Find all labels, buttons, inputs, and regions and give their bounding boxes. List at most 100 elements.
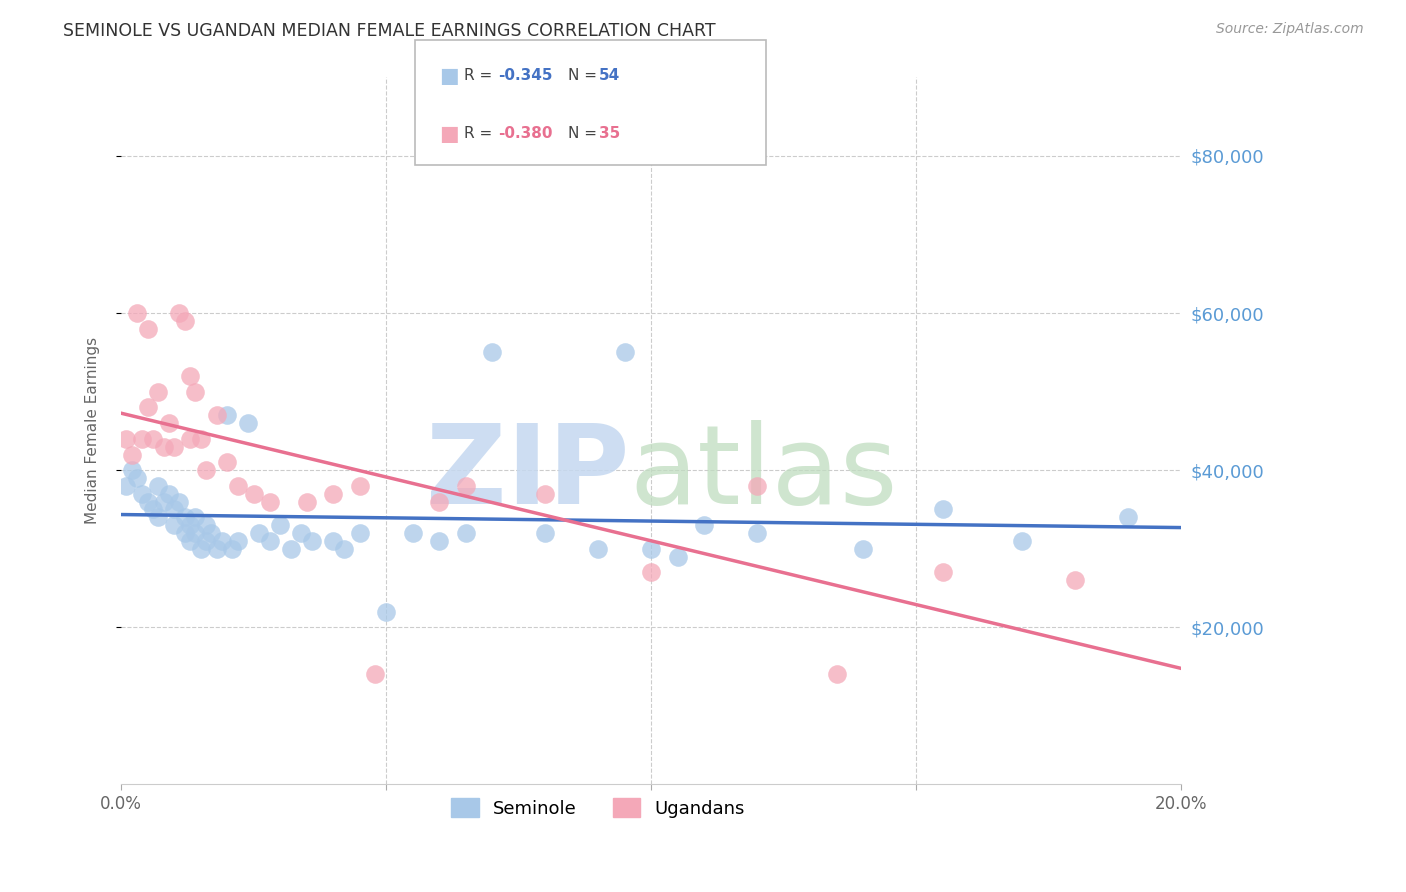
- Point: [454, 479, 477, 493]
- Text: N =: N =: [568, 127, 602, 141]
- Text: SEMINOLE VS UGANDAN MEDIAN FEMALE EARNINGS CORRELATION CHART: SEMINOLE VS UGANDAN MEDIAN FEMALE EARNIN…: [63, 22, 716, 40]
- Point: [179, 368, 201, 383]
- Point: [125, 471, 148, 485]
- Point: [194, 463, 217, 477]
- Point: [173, 526, 195, 541]
- Point: [931, 566, 953, 580]
- Point: [259, 533, 281, 548]
- Point: [693, 518, 716, 533]
- Point: [194, 518, 217, 533]
- Point: [184, 384, 207, 399]
- Point: [852, 541, 875, 556]
- Point: [280, 541, 302, 556]
- Point: [349, 479, 371, 493]
- Point: [169, 306, 191, 320]
- Point: [534, 526, 557, 541]
- Text: N =: N =: [568, 69, 602, 83]
- Point: [179, 432, 201, 446]
- Point: [184, 510, 207, 524]
- Point: [131, 487, 153, 501]
- Point: [375, 605, 398, 619]
- Point: [157, 416, 180, 430]
- Point: [121, 448, 143, 462]
- Point: [163, 518, 186, 533]
- Text: ■: ■: [439, 66, 458, 86]
- Point: [152, 440, 174, 454]
- Point: [200, 526, 222, 541]
- Point: [745, 479, 768, 493]
- Point: [745, 526, 768, 541]
- Point: [586, 541, 609, 556]
- Text: 54: 54: [599, 69, 620, 83]
- Point: [269, 518, 291, 533]
- Text: Source: ZipAtlas.com: Source: ZipAtlas.com: [1216, 22, 1364, 37]
- Text: -0.380: -0.380: [498, 127, 553, 141]
- Text: ZIP: ZIP: [426, 420, 630, 527]
- Point: [825, 667, 848, 681]
- Point: [115, 432, 138, 446]
- Point: [427, 533, 450, 548]
- Point: [454, 526, 477, 541]
- Text: atlas: atlas: [630, 420, 898, 527]
- Point: [205, 408, 228, 422]
- Point: [349, 526, 371, 541]
- Point: [148, 479, 170, 493]
- Text: 35: 35: [599, 127, 620, 141]
- Point: [179, 533, 201, 548]
- Point: [121, 463, 143, 477]
- Point: [259, 494, 281, 508]
- Legend: Seminole, Ugandans: Seminole, Ugandans: [444, 791, 752, 825]
- Point: [179, 518, 201, 533]
- Point: [163, 440, 186, 454]
- Point: [173, 510, 195, 524]
- Point: [136, 401, 159, 415]
- Point: [481, 345, 503, 359]
- Point: [332, 541, 354, 556]
- Point: [401, 526, 423, 541]
- Point: [217, 408, 239, 422]
- Point: [301, 533, 323, 548]
- Point: [295, 494, 318, 508]
- Point: [613, 345, 636, 359]
- Point: [640, 566, 662, 580]
- Text: R =: R =: [464, 69, 498, 83]
- Point: [194, 533, 217, 548]
- Point: [173, 314, 195, 328]
- Point: [666, 549, 689, 564]
- Point: [184, 526, 207, 541]
- Point: [247, 526, 270, 541]
- Y-axis label: Median Female Earnings: Median Female Earnings: [86, 337, 100, 524]
- Point: [221, 541, 243, 556]
- Point: [211, 533, 233, 548]
- Point: [290, 526, 312, 541]
- Point: [148, 510, 170, 524]
- Point: [534, 487, 557, 501]
- Point: [242, 487, 264, 501]
- Point: [427, 494, 450, 508]
- Point: [163, 502, 186, 516]
- Point: [226, 479, 249, 493]
- Point: [136, 494, 159, 508]
- Text: R =: R =: [464, 127, 498, 141]
- Point: [226, 533, 249, 548]
- Text: -0.345: -0.345: [498, 69, 553, 83]
- Point: [205, 541, 228, 556]
- Point: [322, 533, 344, 548]
- Point: [169, 494, 191, 508]
- Point: [125, 306, 148, 320]
- Point: [131, 432, 153, 446]
- Point: [142, 432, 165, 446]
- Point: [1064, 573, 1087, 587]
- Point: [1116, 510, 1139, 524]
- Point: [115, 479, 138, 493]
- Point: [1011, 533, 1033, 548]
- Point: [238, 416, 260, 430]
- Point: [136, 322, 159, 336]
- Point: [322, 487, 344, 501]
- Point: [157, 487, 180, 501]
- Point: [190, 432, 212, 446]
- Point: [217, 455, 239, 469]
- Point: [142, 502, 165, 516]
- Point: [931, 502, 953, 516]
- Point: [190, 541, 212, 556]
